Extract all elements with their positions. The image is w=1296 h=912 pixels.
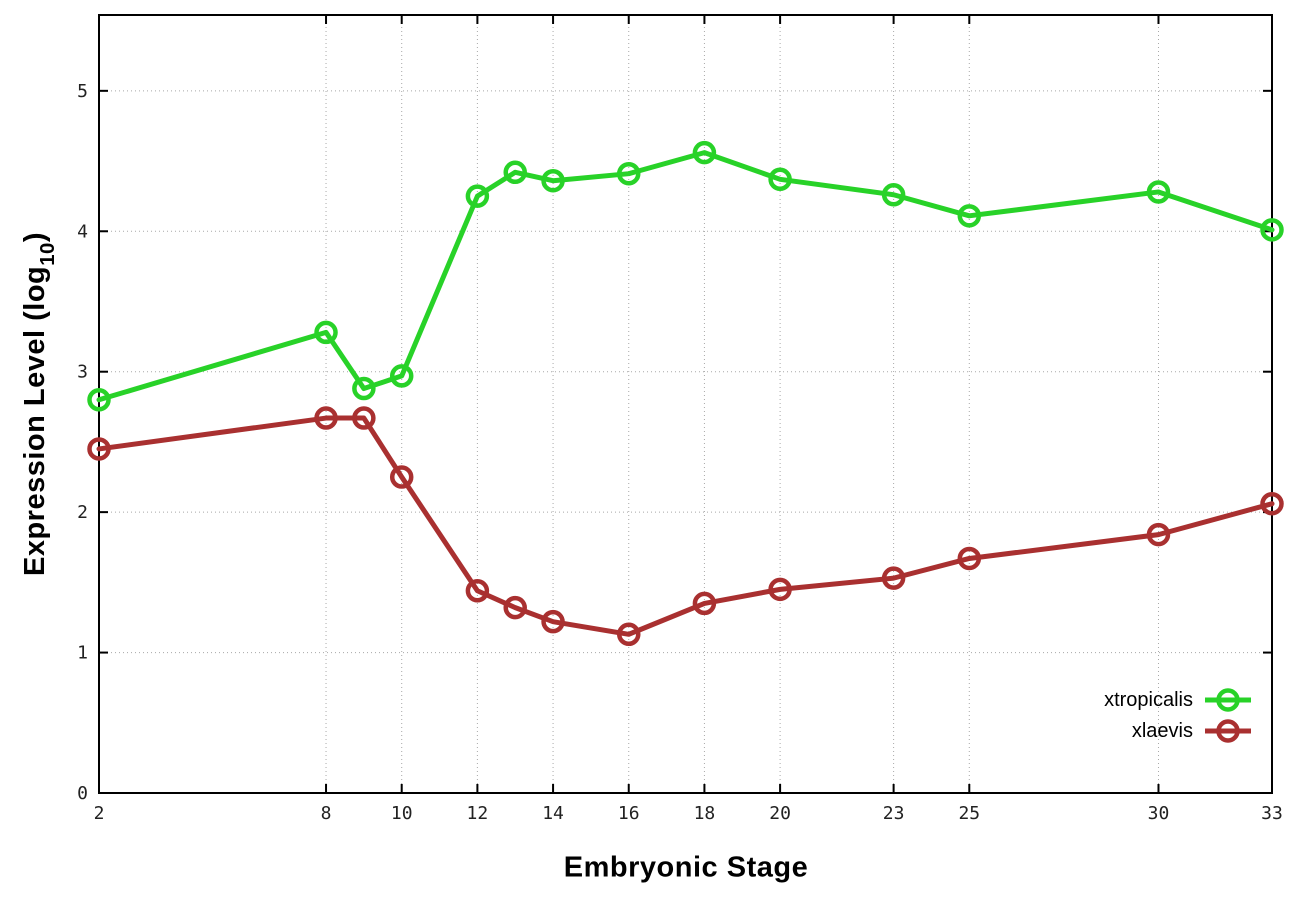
x-tick-label-12: 12 bbox=[467, 803, 489, 824]
y-tick-label-4: 4 bbox=[77, 221, 88, 242]
y-axis-label-subscript: 10 bbox=[37, 242, 60, 266]
marker-xtropicalis-12 bbox=[465, 184, 490, 208]
marker-xtropicalis-13 bbox=[503, 160, 527, 185]
marker-xtropicalis-20 bbox=[768, 167, 792, 192]
marker-xlaevis-8 bbox=[314, 406, 338, 430]
marker-xlaevis-33 bbox=[1260, 491, 1284, 516]
y-tick-label-1: 1 bbox=[77, 643, 88, 664]
y-axis-label-suffix: ) bbox=[19, 232, 52, 243]
legend-label: xtropicalis bbox=[1104, 688, 1193, 711]
legend-row-xtropicalis: xtropicalis bbox=[1104, 684, 1254, 715]
legend-label: xlaevis bbox=[1131, 719, 1193, 742]
marker-xtropicalis-14 bbox=[541, 168, 565, 193]
marker-xtropicalis-2 bbox=[87, 388, 111, 412]
marker-xtropicalis-18 bbox=[692, 140, 717, 165]
y-tick-label-0: 0 bbox=[77, 783, 88, 804]
x-tick-label-2: 2 bbox=[94, 803, 105, 824]
y-tick-label-3: 3 bbox=[77, 362, 88, 383]
y-axis-label: Expression Level (log10) bbox=[19, 232, 60, 576]
y-tick-label-2: 2 bbox=[77, 502, 88, 523]
marker-xtropicalis-16 bbox=[616, 161, 641, 186]
marker-xtropicalis-23 bbox=[881, 183, 906, 207]
x-tick-label-30: 30 bbox=[1148, 803, 1170, 824]
plot-border bbox=[98, 14, 1273, 794]
marker-xlaevis-2 bbox=[87, 437, 111, 461]
x-tick-label-20: 20 bbox=[769, 803, 791, 824]
x-tick-label-10: 10 bbox=[391, 803, 413, 824]
marker-xlaevis-23 bbox=[881, 566, 906, 590]
marker-xtropicalis-30 bbox=[1146, 180, 1171, 204]
x-tick-label-18: 18 bbox=[694, 803, 716, 824]
series-line-xtropicalis bbox=[96, 150, 1275, 403]
x-tick-label-25: 25 bbox=[958, 803, 980, 824]
x-tick-label-23: 23 bbox=[883, 803, 905, 824]
legend: xtropicalis xlaevis bbox=[1104, 684, 1254, 746]
x-tick-label-33: 33 bbox=[1261, 803, 1283, 824]
y-axis-label-text: Expression Level (log bbox=[19, 265, 52, 576]
series-line-xlaevis bbox=[96, 415, 1275, 637]
x-axis-label: Embryonic Stage bbox=[563, 851, 809, 884]
marker-xlaevis-30 bbox=[1146, 522, 1171, 547]
marker-xlaevis-10 bbox=[389, 465, 414, 489]
legend-line-marker-icon bbox=[1205, 687, 1251, 712]
marker-xlaevis-14 bbox=[541, 609, 565, 634]
marker-xtropicalis-33 bbox=[1260, 218, 1284, 242]
x-tick-label-8: 8 bbox=[321, 803, 332, 824]
marker-xlaevis-25 bbox=[957, 546, 982, 571]
legend-row-xlaevis: xlaevis bbox=[1132, 715, 1254, 746]
x-tick-label-16: 16 bbox=[618, 803, 640, 824]
marker-xlaevis-16 bbox=[616, 622, 641, 647]
marker-xlaevis-13 bbox=[503, 595, 527, 620]
marker-xtropicalis-9 bbox=[352, 376, 376, 401]
marker-xtropicalis-25 bbox=[957, 204, 982, 228]
x-tick-label-14: 14 bbox=[542, 803, 564, 824]
marker-xtropicalis-8 bbox=[314, 320, 338, 345]
marker-xtropicalis-10 bbox=[389, 364, 414, 388]
marker-xlaevis-12 bbox=[465, 579, 490, 603]
legend-line-marker-icon bbox=[1205, 718, 1251, 743]
marker-xlaevis-20 bbox=[768, 577, 792, 602]
marker-xlaevis-9 bbox=[352, 406, 376, 430]
y-tick-label-5: 5 bbox=[77, 81, 88, 102]
marker-xlaevis-18 bbox=[692, 591, 717, 616]
